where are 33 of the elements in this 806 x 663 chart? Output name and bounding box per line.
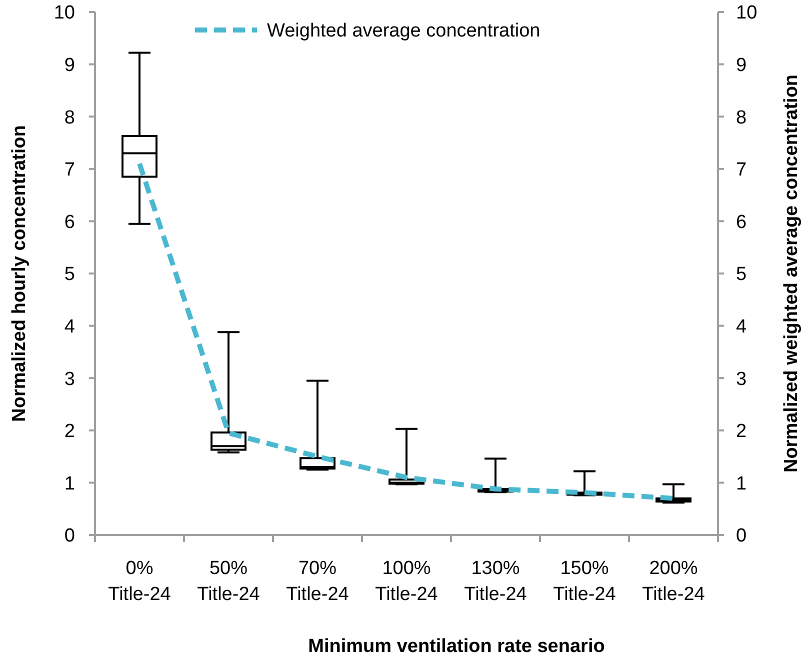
y-tick-label: 6 [64, 212, 75, 233]
y2-tick-label: 8 [736, 107, 747, 128]
y2-tick-label: 9 [736, 54, 747, 76]
y-tick-label: 8 [64, 107, 75, 128]
y2-tick-label: 5 [736, 264, 747, 286]
y-axis-title: Normalized hourly concentration [9, 125, 30, 422]
y-tick-label: 7 [64, 160, 75, 181]
y-tick-label: 9 [64, 54, 75, 76]
y-tick-label: 10 [54, 2, 75, 24]
y2-tick-label: 4 [736, 316, 747, 338]
x-tick-label: 150% Title-24 [553, 558, 616, 605]
y-tick-label: 1 [64, 473, 75, 494]
x-axis-title: Minimum ventilation rate senario [308, 636, 605, 657]
x-tick-label: 0% Title-24 [108, 558, 172, 605]
y-tick-label: 5 [64, 264, 75, 286]
y-tick-label: 2 [64, 421, 75, 442]
y2-tick-label: 10 [736, 2, 758, 24]
x-tick-label: 50% Title-24 [197, 558, 260, 605]
y2-tick-label: 0 [736, 526, 747, 547]
y2-tick-label: 2 [736, 421, 747, 442]
y-tick-label: 3 [64, 368, 75, 390]
x-tick-label: 130% Title-24 [464, 558, 528, 605]
y2-tick-label: 7 [736, 160, 747, 181]
y2-tick-label: 1 [736, 473, 747, 494]
y2-tick-label: 3 [736, 368, 747, 390]
x-tick-label: 100% Title-24 [375, 558, 438, 605]
y2-tick-label: 6 [736, 212, 747, 233]
y2-axis-title: Normalized weighted average concentration [781, 74, 802, 473]
x-tick-label: 200% Title-24 [642, 558, 706, 605]
x-tick-label: 70% Title-24 [286, 558, 350, 605]
y-tick-label: 0 [64, 526, 75, 547]
legend-label: Weighted average concentration [267, 20, 540, 42]
y-tick-label: 4 [64, 316, 76, 338]
